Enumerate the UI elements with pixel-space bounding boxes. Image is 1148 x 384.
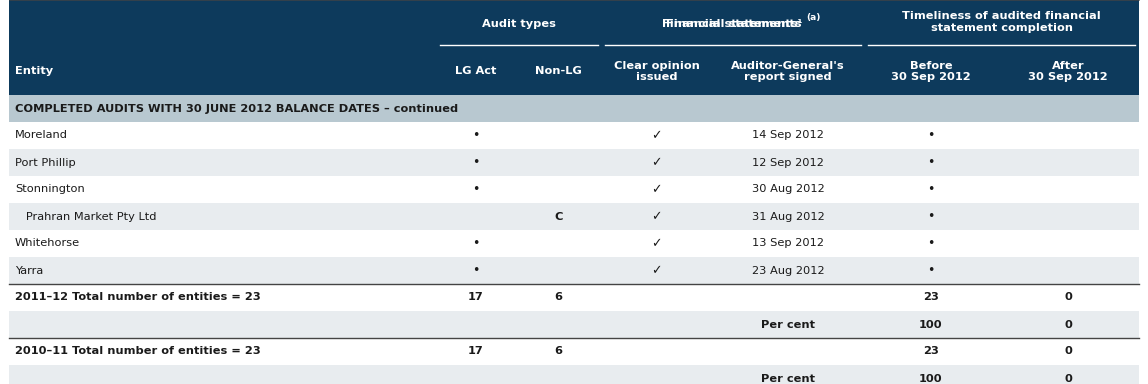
Bar [9,149,1139,176]
Text: Port Phillip: Port Phillip [15,157,76,167]
Bar [9,230,1139,257]
Text: 0: 0 [1064,374,1072,384]
Text: Yarra: Yarra [15,265,44,275]
Text: (a): (a) [806,13,821,22]
Text: Stonnington: Stonnington [15,184,85,195]
Text: •: • [928,210,934,223]
Text: 13 Sep 2012: 13 Sep 2012 [752,238,824,248]
Text: 17: 17 [468,346,483,356]
Text: 17: 17 [468,293,483,303]
Text: ✓: ✓ [651,237,661,250]
Text: COMPLETED AUDITS WITH 30 JUNE 2012 BALANCE DATES – continued: COMPLETED AUDITS WITH 30 JUNE 2012 BALAN… [15,104,458,114]
Text: 2011–12 Total number of entities = 23: 2011–12 Total number of entities = 23 [15,293,261,303]
Text: Financial statements: Financial statements [666,19,801,29]
Text: 6: 6 [554,293,563,303]
Text: 2010–11 Total number of entities = 23: 2010–11 Total number of entities = 23 [15,346,261,356]
Text: ✓: ✓ [651,156,661,169]
Text: •: • [472,129,480,142]
Text: After
30 Sep 2012: After 30 Sep 2012 [1029,61,1108,82]
Text: Whitehorse: Whitehorse [15,238,80,248]
Text: •: • [472,264,480,277]
Text: 0: 0 [1064,319,1072,329]
Text: 14 Sep 2012: 14 Sep 2012 [752,131,824,141]
Text: •: • [928,129,934,142]
Text: •: • [928,264,934,277]
Text: Moreland: Moreland [15,131,68,141]
Text: •: • [472,183,480,196]
Text: Before
30 Sep 2012: Before 30 Sep 2012 [891,61,971,82]
Bar [9,122,1139,149]
Text: 30 Aug 2012: 30 Aug 2012 [752,184,824,195]
Bar [9,284,1139,311]
Text: ✓: ✓ [651,210,661,223]
Text: 6: 6 [554,346,563,356]
Text: •: • [472,156,480,169]
Text: Non-LG: Non-LG [535,66,582,76]
Text: 23: 23 [923,293,939,303]
Text: 23 Aug 2012: 23 Aug 2012 [752,265,824,275]
Bar [9,48,1139,95]
Text: ✓: ✓ [651,129,661,142]
Bar [9,311,1139,338]
Bar [9,338,1139,365]
Text: •: • [928,237,934,250]
Text: •: • [472,237,480,250]
Text: Financial statements¹: Financial statements¹ [662,19,802,29]
Text: 0: 0 [1064,293,1072,303]
Bar [9,203,1139,230]
Bar [9,365,1139,384]
Text: •: • [928,156,934,169]
Bar [9,176,1139,203]
Text: LG Act: LG Act [455,66,496,76]
Text: 100: 100 [920,374,943,384]
Bar [9,95,1139,122]
Text: 0: 0 [1064,346,1072,356]
Text: Entity: Entity [15,66,53,76]
Bar [9,0,1139,48]
Text: Per cent: Per cent [761,319,815,329]
Text: •: • [928,183,934,196]
Text: 31 Aug 2012: 31 Aug 2012 [752,212,824,222]
Text: ✓: ✓ [651,264,661,277]
Text: 12 Sep 2012: 12 Sep 2012 [752,157,824,167]
Text: C: C [554,212,563,222]
Text: ✓: ✓ [651,183,661,196]
Text: Timeliness of audited financial
statement completion: Timeliness of audited financial statemen… [902,11,1101,33]
Text: Clear opinion
issued: Clear opinion issued [613,61,699,82]
Bar [9,257,1139,284]
Text: Prahran Market Pty Ltd: Prahran Market Pty Ltd [15,212,156,222]
Text: Per cent: Per cent [761,374,815,384]
Text: 23: 23 [923,346,939,356]
Text: Auditor-General's
report signed: Auditor-General's report signed [731,61,845,82]
Text: 100: 100 [920,319,943,329]
Text: Audit types: Audit types [482,19,556,29]
